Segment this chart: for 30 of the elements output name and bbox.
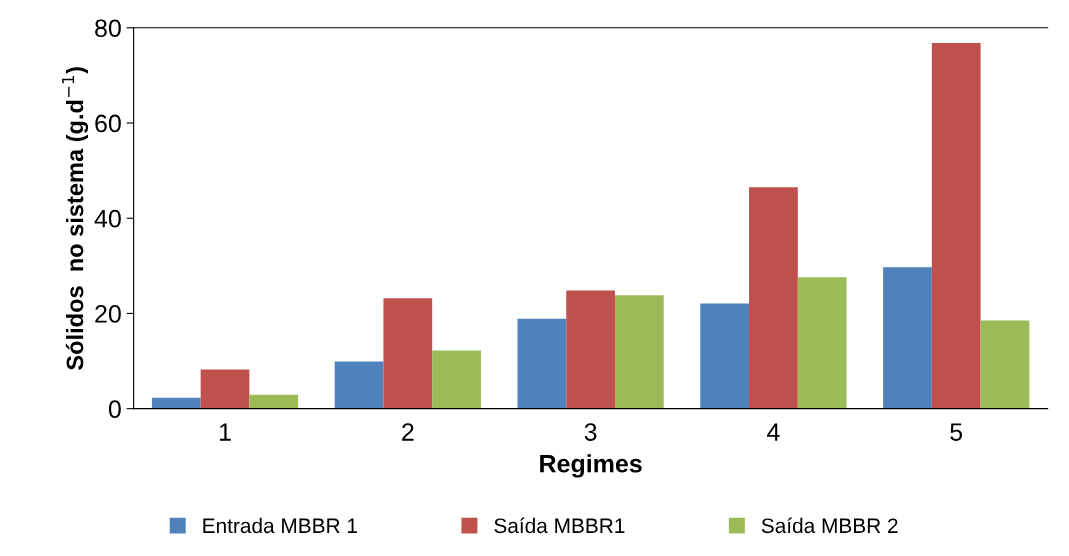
bar [200,369,250,409]
x-tick-label: 2 [402,423,414,441]
x-tick-label: 4 [767,423,780,441]
bar [151,397,201,409]
x-axis-title: Regimes [540,454,642,478]
legend-label: Saída MBBR1 [494,517,625,534]
bar [749,187,798,409]
x-tick-label: 3 [584,423,597,441]
bar [383,298,433,409]
y-tick-label: 0 [108,400,121,418]
legend-label: Entrada MBBR 1 [203,517,357,534]
x-tick-label: 1 [219,423,231,441]
bar [566,290,615,409]
y-tick-label: 40 [94,209,121,228]
y-tick-label: 20 [95,305,121,323]
legend-label: Saída MBBR 2 [761,517,898,534]
bar [334,361,384,409]
y-tick-label: 80 [95,19,121,38]
bar [517,318,567,409]
bar [883,267,932,409]
y-tick-label: 60 [95,114,121,133]
bar [615,295,664,409]
bar [249,394,299,409]
bar [931,43,981,409]
y-axis-title: Sólidos no sistema (g.d$^{−1}$) [62,67,89,370]
bar [980,320,1030,409]
x-tick-label: 5 [950,423,963,441]
bar [797,277,847,409]
bar [432,350,481,409]
bar [700,303,750,409]
